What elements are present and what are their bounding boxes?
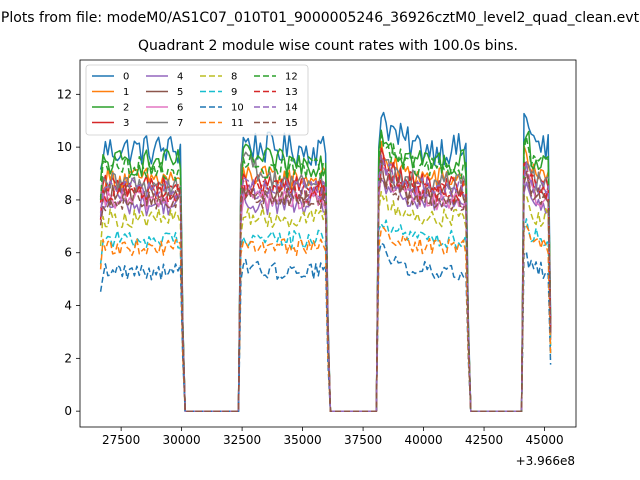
x-tick-label: 37500 xyxy=(344,433,382,447)
y-tick-label: 6 xyxy=(64,246,72,260)
x-tick-label: 35000 xyxy=(284,433,322,447)
x-offset-label: +3.966e8 xyxy=(516,454,575,468)
series-line-15 xyxy=(99,172,552,412)
series-line-11 xyxy=(99,224,552,412)
plot-area xyxy=(99,111,552,412)
legend-label-6: 6 xyxy=(177,103,183,114)
x-tick-label: 27500 xyxy=(102,433,140,447)
x-tick-label: 30000 xyxy=(163,433,201,447)
legend-label-10: 10 xyxy=(231,103,244,114)
series-line-10 xyxy=(99,242,552,412)
legend-label-8: 8 xyxy=(231,72,237,83)
y-tick-label: 8 xyxy=(64,193,72,207)
legend-label-13: 13 xyxy=(285,87,298,98)
axes-border xyxy=(79,59,577,428)
x-axis: 27500 30000 32500 35000 37500 40000 42500 45000 xyxy=(102,427,564,447)
legend-label-12: 12 xyxy=(285,72,298,83)
x-tick-label: 32500 xyxy=(223,433,261,447)
y-tick-label: 4 xyxy=(64,299,72,313)
y-tick-label: 10 xyxy=(57,140,72,154)
x-tick-label: 40000 xyxy=(404,433,442,447)
figure-suptitle: Plots from file: modeM0/AS1C07_010T01_90… xyxy=(1,10,640,26)
legend-label-0: 0 xyxy=(123,72,129,83)
series-line-14 xyxy=(99,154,552,412)
y-tick-label: 0 xyxy=(64,404,72,418)
legend-label-5: 5 xyxy=(177,87,183,98)
legend-label-9: 9 xyxy=(231,87,237,98)
legend-label-3: 3 xyxy=(123,118,129,129)
x-tick-label: 45000 xyxy=(525,433,563,447)
axes-frame xyxy=(79,59,577,428)
legend-label-1: 1 xyxy=(123,87,129,98)
legend-label-4: 4 xyxy=(177,72,183,83)
y-axis: 0 2 4 6 8 10 12 xyxy=(57,87,80,418)
legend-label-14: 14 xyxy=(285,103,298,114)
x-tick-label: 42500 xyxy=(465,433,503,447)
legend-label-15: 15 xyxy=(285,118,298,129)
chart-title: Quadrant 2 module wise count rates with … xyxy=(138,38,518,54)
y-tick-label: 2 xyxy=(64,351,72,365)
legend-box xyxy=(85,64,309,136)
legend-label-7: 7 xyxy=(177,118,183,129)
y-tick-label: 12 xyxy=(57,87,72,101)
legend-label-11: 11 xyxy=(231,118,244,129)
legend-label-2: 2 xyxy=(123,103,129,114)
